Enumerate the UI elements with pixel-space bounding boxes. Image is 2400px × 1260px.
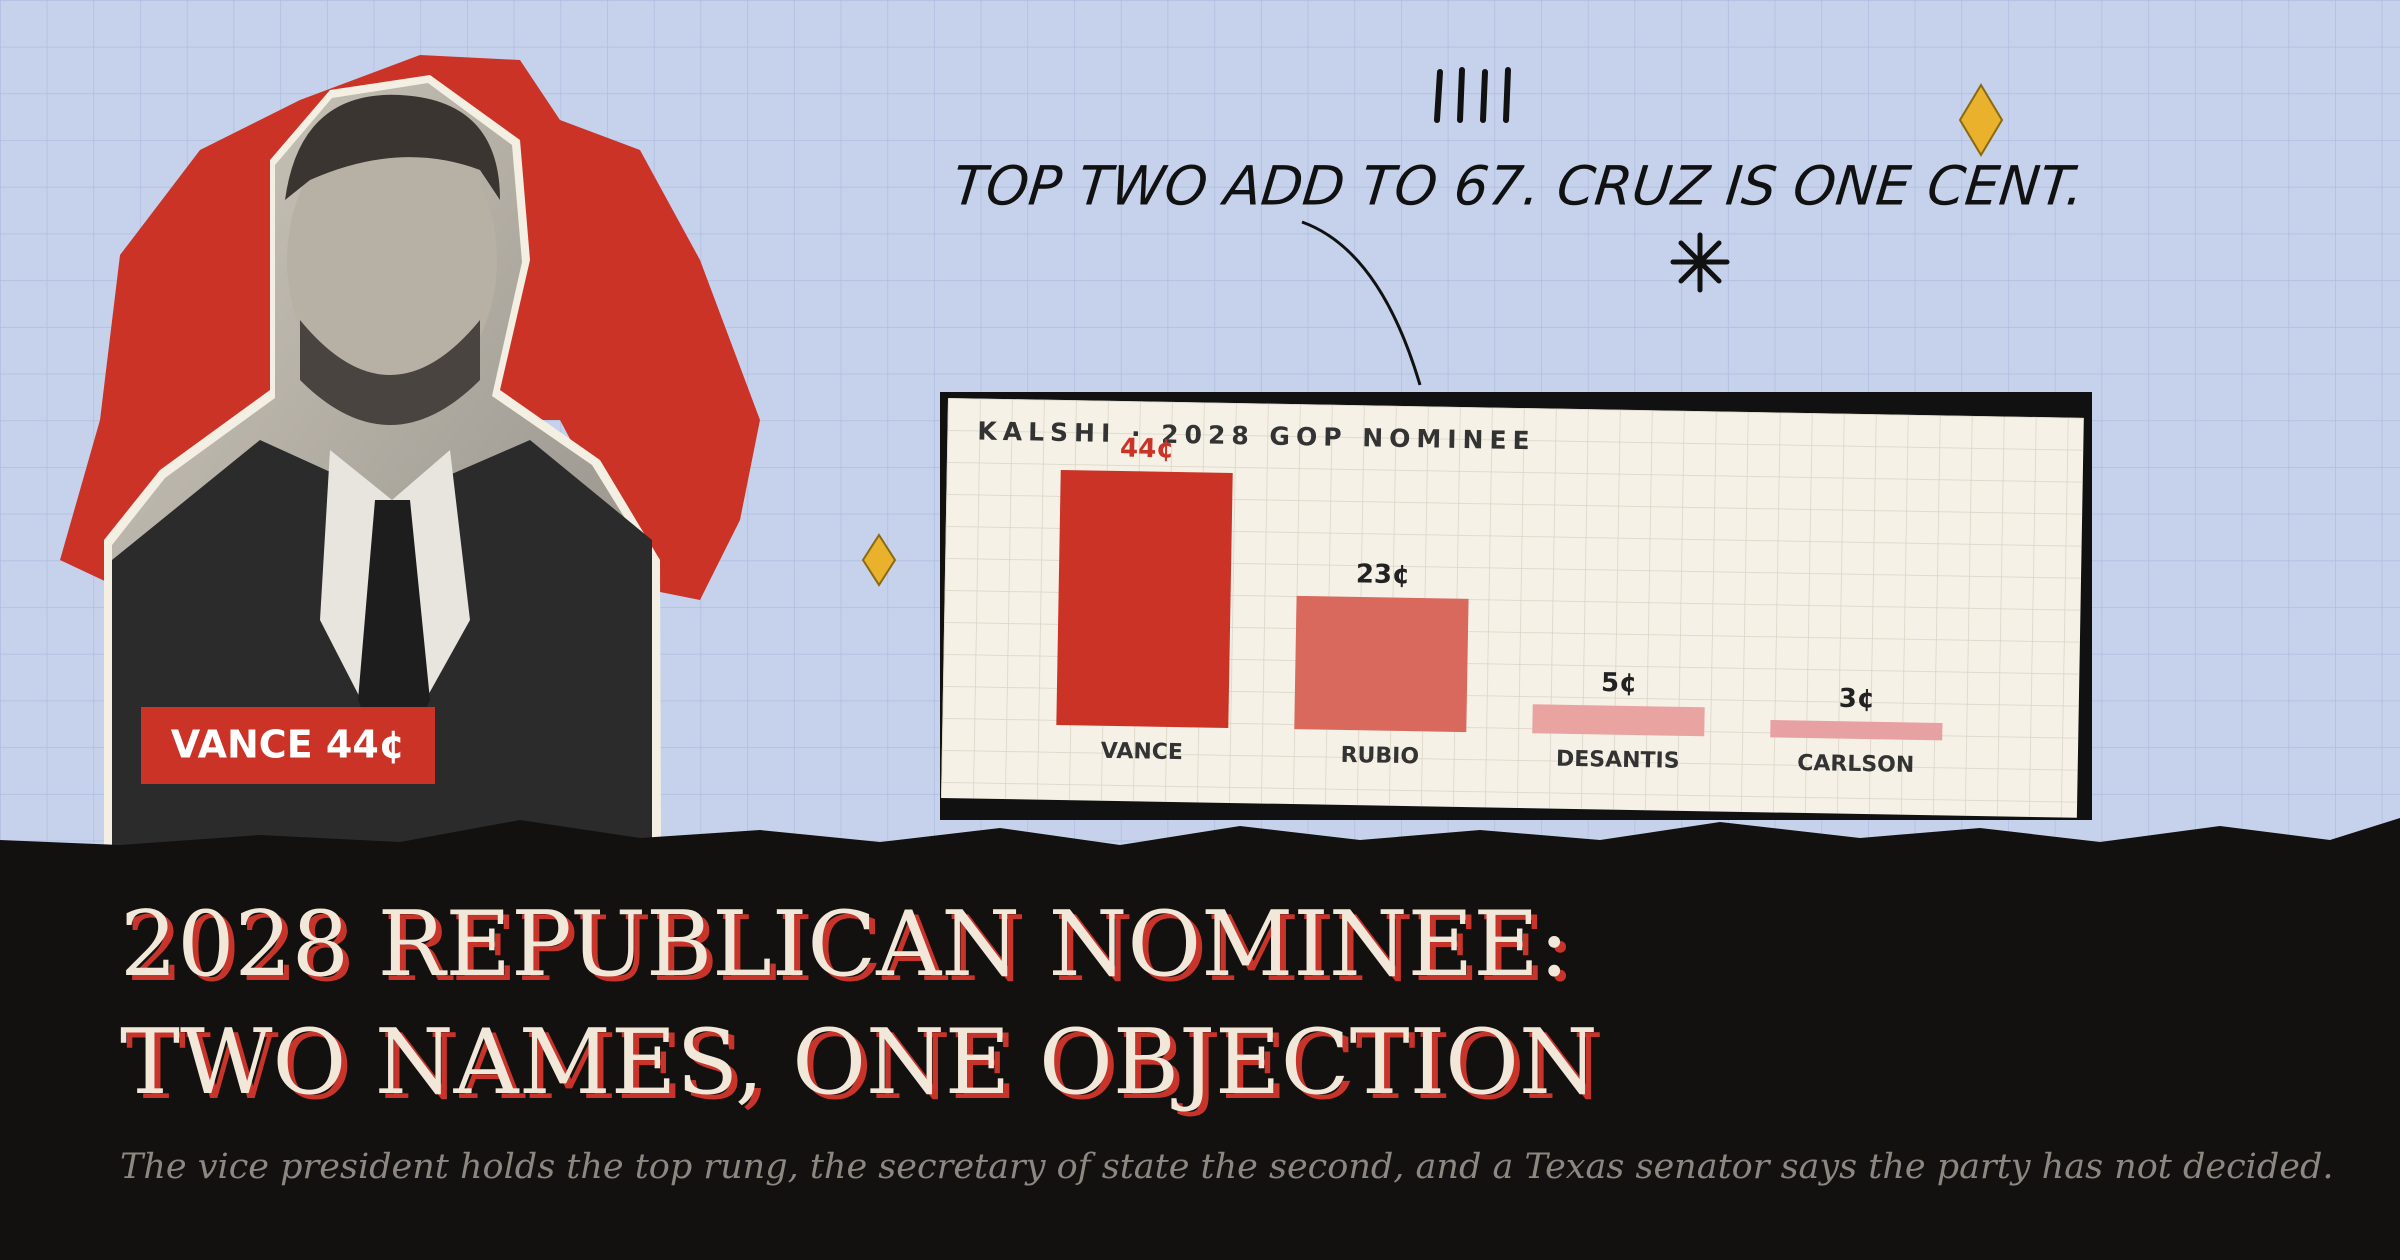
category-label: DESANTIS <box>1556 747 1680 774</box>
annotation-arrow <box>1301 220 1422 386</box>
value-label: 5¢ <box>1601 668 1638 699</box>
annotation: TOP TWO ADD TO 67. CRUZ IS ONE CENT. <box>950 155 2087 218</box>
asterisk <box>1670 232 1730 293</box>
bar <box>1770 720 1943 741</box>
headline-shadow: TWO NAMES, ONE OBJECTION <box>126 1015 1604 1120</box>
headline-line: TWO NAMES, ONE OBJECTION <box>120 1010 1598 1115</box>
photo-label-box <box>141 707 435 784</box>
tally-marks <box>1434 67 1511 123</box>
photo-label: VANCE 44¢ <box>171 723 405 767</box>
value-label: 23¢ <box>1356 559 1411 590</box>
value-label: 44¢ <box>1120 434 1175 465</box>
bar <box>1056 469 1233 728</box>
category-label: RUBIO <box>1340 743 1419 769</box>
category-label: VANCE <box>1101 739 1184 765</box>
bar <box>1532 704 1705 737</box>
headline-shadow: 2028 REPUBLICAN NOMINEE: <box>126 897 1575 1002</box>
headline: 2028 REPUBLICAN NOMINEE: 2028 REPUBLICAN… <box>120 892 1604 1120</box>
subtitle: The vice president holds the top rung, t… <box>120 1147 2334 1187</box>
bottom-band <box>0 818 2400 1260</box>
bar <box>1294 595 1469 733</box>
diamond <box>1958 83 2004 157</box>
value-label: 3¢ <box>1839 684 1876 715</box>
diamond <box>861 533 897 587</box>
category-label: CARLSON <box>1797 751 1915 778</box>
photo <box>104 75 661 845</box>
chart-card: KALSHI · 2028 GOP NOMINEE 44¢VANCE23¢RUB… <box>941 398 2084 818</box>
headline-line: 2028 REPUBLICAN NOMINEE: <box>120 892 1569 997</box>
